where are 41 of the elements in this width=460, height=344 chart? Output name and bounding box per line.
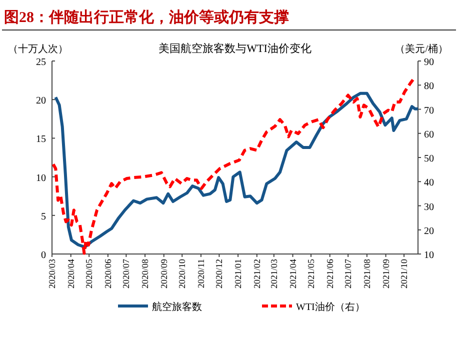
legend-label: WTI油价（右） [296,301,365,313]
y2-axis-title: （美元/桶） [395,43,448,55]
x-tick-label: 2020/06 [102,258,113,289]
legend-label: 航空旅客数 [152,301,202,313]
x-tick-label: 2020/08 [140,258,150,289]
x-tick-label: 2020/05 [84,258,94,289]
x-tick-label: 2021/03 [268,258,279,289]
y2-tick-label: 70 [424,105,434,116]
y-tick-label: 20 [36,96,46,107]
y2-tick-label: 60 [424,129,434,140]
y2-tick-label: 20 [424,226,434,237]
x-tick-label: 2021/08 [362,258,372,289]
x-tick-label: 2020/09 [158,258,169,289]
x-tick-label: 2021/01 [233,259,244,289]
y-tick-label: 25 [36,57,46,68]
y-tick-label: 10 [36,172,46,184]
y-axis-title: （十万人次） [8,43,68,55]
x-tick-label: 2020/03 [47,258,57,289]
x-tick-label: 2020/04 [66,258,76,289]
x-tick-label: 2020/11 [196,259,206,288]
x-tick-label: 2021/06 [324,258,335,289]
y2-tick-label: 90 [424,57,434,68]
x-tick-label: 2021/07 [343,258,354,289]
y2-tick-label: 40 [424,178,434,189]
x-tick-label: 2021/09 [380,258,391,289]
x-tick-label: 2020/10 [177,258,188,289]
y2-tick-label: 10 [424,250,434,261]
y2-tick-label: 50 [424,154,434,164]
x-tick-label: 2021/05 [306,258,316,289]
y-tick-label: 0 [41,250,46,261]
chart-title: 图28：伴随出行正常化，油价等或仍有支撑 [4,9,289,26]
x-tick-label: 2020/07 [121,258,132,289]
chart-subtitle: 美国航空旅客数与WTI油价变化 [158,42,312,55]
y-tick-label: 5 [41,211,46,222]
y2-tick-label: 30 [424,202,434,213]
x-tick-label: 2021/02 [252,259,262,289]
y2-tick-label: 80 [424,81,434,92]
x-tick-label: 2020/12 [214,259,224,289]
y-tick-label: 15 [36,134,46,146]
x-tick-label: 2021/10 [399,258,410,289]
x-tick-label: 2021/04 [288,258,298,289]
